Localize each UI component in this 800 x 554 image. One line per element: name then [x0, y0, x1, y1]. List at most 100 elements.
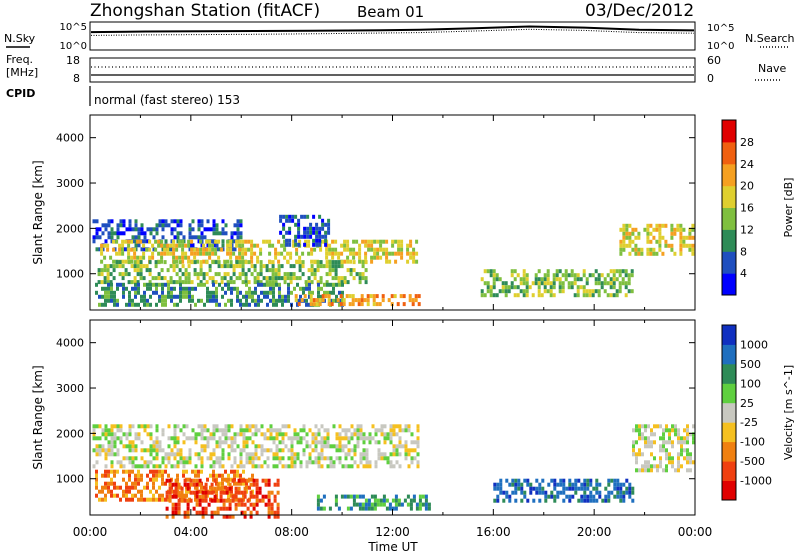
data-cell: [195, 502, 199, 507]
data-cell: [161, 294, 164, 299]
data-cell: [324, 222, 328, 227]
data-cell: [362, 464, 366, 469]
data-cell: [198, 510, 202, 515]
data-cell: [562, 482, 566, 487]
data-cell: [364, 276, 368, 281]
data-cell: [246, 478, 250, 483]
data-cell: [306, 214, 310, 219]
data-cell: [215, 243, 219, 248]
data-cell: [155, 477, 158, 482]
data-cell: [668, 440, 671, 445]
data-cell: [219, 506, 223, 511]
data-cell: [332, 464, 336, 469]
data-cell: [252, 494, 256, 499]
data-cell: [107, 448, 111, 453]
data-cell: [619, 482, 623, 487]
data-cell: [216, 498, 220, 503]
data-cell: [167, 424, 171, 429]
data-cell: [279, 230, 283, 235]
data-cell: [269, 424, 273, 429]
data-cell: [595, 478, 599, 483]
data-cell: [312, 298, 316, 303]
data-cell: [158, 223, 162, 228]
data-cell: [595, 490, 599, 495]
data-cell: [236, 432, 240, 437]
data-cell: [194, 286, 197, 291]
data-cell: [299, 460, 303, 465]
data-cell: [276, 478, 280, 483]
data-cell: [113, 444, 117, 449]
data-cell: [128, 489, 131, 494]
data-cell: [273, 514, 277, 519]
data-cell: [194, 432, 198, 437]
data-cell: [631, 486, 635, 491]
data-cell: [619, 490, 623, 495]
data-cell: [104, 448, 108, 453]
data-cell: [618, 285, 622, 290]
data-cell: [376, 239, 380, 244]
colorbar-segment: [722, 325, 736, 345]
data-cell: [351, 294, 355, 299]
data-cell: [127, 272, 131, 277]
data-cell: [269, 298, 272, 303]
data-cell: [140, 227, 144, 232]
data-cell: [272, 452, 276, 457]
data-cell: [418, 498, 422, 503]
data-cell: [173, 440, 177, 445]
data-cell: [110, 227, 114, 232]
data-cell: [576, 273, 580, 278]
data-cell: [531, 293, 535, 298]
data-cell: [122, 282, 125, 287]
data-cell: [116, 493, 119, 498]
data-cell: [312, 214, 316, 219]
data-cell: [170, 239, 174, 244]
data-cell: [630, 269, 634, 274]
data-cell: [229, 276, 233, 281]
data-cell: [242, 428, 246, 433]
data-cell: [385, 251, 389, 256]
data-cell: [133, 251, 137, 256]
data-cell: [163, 243, 167, 248]
data-cell: [203, 235, 207, 240]
data-cell: [236, 298, 239, 303]
data-cell: [532, 486, 536, 491]
data-cell: [612, 277, 616, 282]
data-cell: [187, 280, 191, 285]
data-cell: [622, 243, 626, 248]
data-cell: [367, 239, 371, 244]
data-cell: [285, 242, 289, 247]
data-cell: [270, 510, 274, 515]
data-cell: [522, 277, 526, 282]
data-cell: [125, 481, 128, 486]
data-cell: [137, 424, 141, 429]
data-cell: [674, 428, 677, 433]
data-cell: [148, 272, 152, 277]
data-cell: [273, 494, 277, 499]
data-cell: [192, 490, 196, 495]
data-cell: [179, 290, 182, 295]
data-cell: [255, 510, 259, 515]
data-cell: [637, 231, 641, 236]
data-cell: [320, 464, 324, 469]
data-cell: [296, 436, 300, 441]
data-cell: [104, 464, 108, 469]
data-cell: [110, 432, 114, 437]
data-cell: [200, 489, 203, 494]
data-cell: [370, 255, 374, 260]
data-cell: [329, 460, 333, 465]
data-cell: [310, 280, 314, 285]
data-cell: [181, 251, 185, 256]
data-cell: [155, 469, 158, 474]
data-cell: [221, 477, 224, 482]
data-cell: [155, 231, 159, 236]
data-cell: [211, 260, 215, 265]
data-cell: [242, 294, 245, 299]
data-cell: [98, 489, 101, 494]
data-cell: [260, 444, 264, 449]
data-cell: [290, 456, 294, 461]
data-cell: [255, 494, 259, 499]
data-cell: [650, 468, 653, 473]
data-cell: [334, 272, 338, 277]
data-cell: [113, 294, 116, 299]
data-cell: [250, 247, 254, 252]
